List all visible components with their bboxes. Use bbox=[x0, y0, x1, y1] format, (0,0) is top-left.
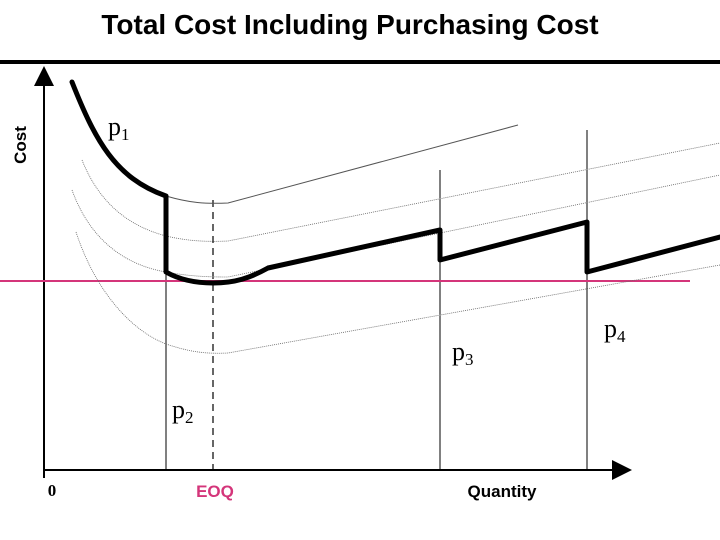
cost-curve-p3 bbox=[71, 174, 720, 278]
x-axis-label: Quantity bbox=[468, 482, 537, 501]
price-label-p3: p3 bbox=[452, 337, 474, 369]
cost-curve-p2 bbox=[81, 142, 720, 242]
eoq-label: EOQ bbox=[196, 482, 234, 501]
origin-label: 0 bbox=[48, 481, 57, 500]
page-title: Total Cost Including Purchasing Cost bbox=[101, 9, 598, 40]
cost-curve-p4 bbox=[75, 231, 720, 354]
price-label-p1: p1 bbox=[108, 112, 130, 144]
total-cost-curve bbox=[69, 79, 720, 286]
price-label-p4: p4 bbox=[604, 314, 626, 346]
price-label-p2: p2 bbox=[172, 395, 194, 427]
y-axis-label: Cost bbox=[11, 126, 30, 164]
